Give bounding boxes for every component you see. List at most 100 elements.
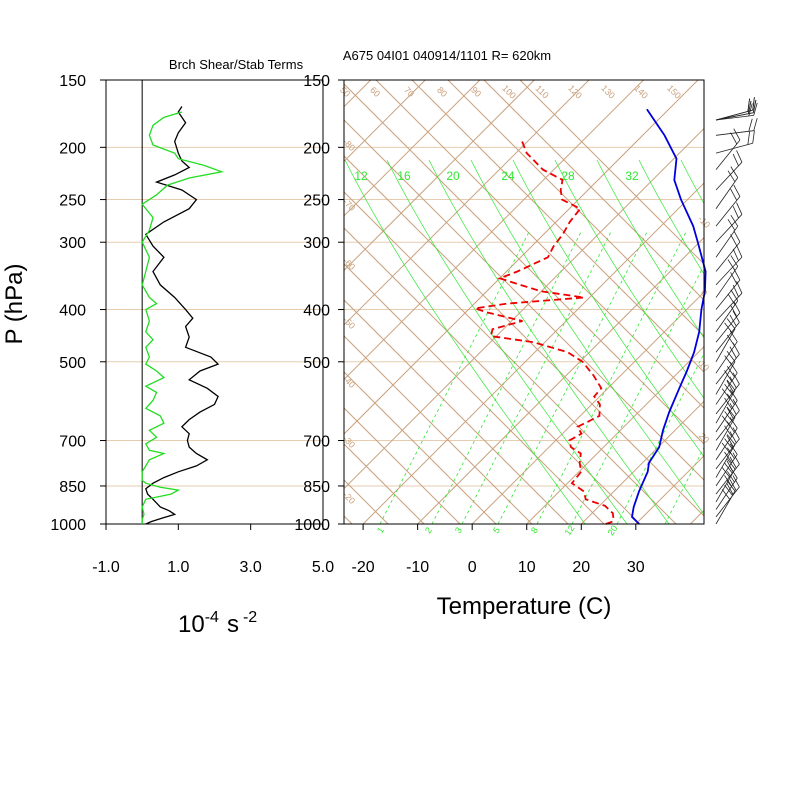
barb-staff bbox=[715, 353, 740, 385]
skewt-title: A675 04I01 040914/1101 R= 620km bbox=[343, 48, 551, 63]
wind-barb bbox=[715, 202, 743, 243]
adiabat-label: 120 bbox=[566, 83, 584, 101]
skewt-panel: 50 60 70 80 90 100 110 120 130 140 150-80-70-60-50… bbox=[294, 48, 712, 620]
barb-staff bbox=[715, 438, 740, 470]
shear-stability-panel: 150 200 250 300 400 500 700 850 1000 -1.0 1.0 3.0 5.… bbox=[1, 57, 334, 638]
barb-feather bbox=[730, 132, 738, 145]
dry-adiabat-line bbox=[344, 191, 677, 524]
adiabat-label: 110 bbox=[534, 83, 551, 100]
barb-staff bbox=[715, 292, 743, 322]
barb-feather bbox=[729, 330, 738, 342]
wind-barbs bbox=[715, 97, 758, 525]
y-tick-label-right: 300 bbox=[303, 235, 330, 252]
dry-adiabat-line bbox=[375, 80, 704, 409]
barb-feather bbox=[732, 452, 740, 465]
mixing-ratio-line bbox=[571, 264, 704, 524]
mixing-ratio-line bbox=[664, 446, 704, 524]
wind-barb bbox=[715, 379, 736, 424]
x-tick-label-right: 0 bbox=[468, 559, 477, 576]
skew-plot-area bbox=[344, 80, 704, 524]
barb-staff bbox=[715, 468, 736, 503]
barb-feather bbox=[724, 384, 733, 395]
isotherm-line bbox=[362, 182, 704, 524]
dry-adiabat-line bbox=[344, 263, 605, 524]
x-tick-label-right: 10 bbox=[518, 559, 536, 576]
adiabat-label: 90 bbox=[469, 85, 483, 99]
dry-adiabat-line bbox=[344, 155, 704, 517]
barb-feather bbox=[752, 99, 757, 113]
y-tick-label-right: 700 bbox=[303, 434, 330, 451]
barb-feather bbox=[733, 268, 741, 281]
barb-feather bbox=[733, 230, 741, 243]
barb-feather bbox=[747, 131, 750, 145]
x-tick-label-left: 3.0 bbox=[240, 559, 262, 576]
x-tick-label-right: -20 bbox=[352, 559, 375, 576]
adiabat-label: 60 bbox=[368, 85, 382, 99]
barb-feather bbox=[733, 128, 741, 141]
y-tick-label-left: 400 bbox=[59, 303, 86, 320]
isotherm-line bbox=[690, 509, 704, 524]
barb-staff bbox=[715, 428, 738, 460]
barb-feather bbox=[732, 206, 739, 219]
mixing-ratio-label: 5 bbox=[491, 525, 502, 535]
dry-adiabat-line bbox=[519, 80, 704, 265]
mixing-ratio-label: 2 bbox=[423, 525, 434, 535]
wind-barb bbox=[715, 166, 739, 209]
mixing-ratio-label: 1 bbox=[375, 525, 386, 535]
barb-feather bbox=[736, 245, 743, 258]
y-tick-label-right: 150 bbox=[303, 73, 330, 90]
barb-staff bbox=[715, 328, 736, 362]
wind-barb bbox=[715, 268, 741, 310]
y-tick-label-right: 1000 bbox=[294, 517, 330, 534]
barb-feather bbox=[730, 272, 738, 285]
barb-feather bbox=[726, 471, 735, 483]
mixing-ratio-label: 20 bbox=[606, 523, 620, 537]
barb-feather bbox=[732, 310, 740, 323]
barb-staff bbox=[715, 142, 753, 154]
wind-barb bbox=[715, 399, 740, 441]
barb-feather bbox=[732, 248, 739, 261]
y-tick-label-right: 400 bbox=[303, 303, 330, 320]
barb-feather bbox=[733, 184, 741, 197]
left-panel-title: Brch Shear/Stab Terms bbox=[169, 57, 304, 72]
wind-barb bbox=[715, 301, 741, 343]
barb-feather bbox=[726, 406, 736, 418]
y-tick-label-right: 250 bbox=[303, 193, 330, 210]
barb-feather bbox=[726, 366, 735, 378]
moist-adiabat-line bbox=[638, 159, 704, 275]
barb-staff bbox=[715, 266, 739, 298]
wind-barb bbox=[715, 318, 736, 362]
mixing-ratio-line bbox=[497, 229, 649, 524]
wind-barb bbox=[715, 289, 739, 333]
wind-barb bbox=[715, 475, 740, 518]
barb-staff bbox=[715, 463, 740, 495]
theta-e-label: 20 bbox=[446, 169, 460, 183]
barb-feather bbox=[748, 118, 753, 132]
adiabat-label: 140 bbox=[632, 83, 650, 101]
barb-staff bbox=[715, 300, 739, 333]
barb-feather bbox=[729, 479, 737, 492]
moist-adiabat-line bbox=[386, 159, 628, 524]
moist-adiabat-line bbox=[344, 159, 586, 524]
wind-barb bbox=[715, 99, 757, 121]
barb-feather bbox=[726, 393, 735, 405]
isotherm-label: -60 bbox=[341, 256, 357, 272]
barb-staff bbox=[715, 214, 743, 243]
y-tick-label-left: 200 bbox=[59, 140, 86, 157]
barb-staff bbox=[715, 477, 738, 510]
stability-term-line bbox=[141, 111, 225, 524]
mixing-ratio-line bbox=[536, 229, 688, 524]
x-axis-label-part: 10 bbox=[178, 611, 205, 638]
theta-e-label: 16 bbox=[397, 169, 411, 183]
y-tick-label-right: 500 bbox=[303, 355, 330, 372]
isotherm-line bbox=[344, 80, 481, 217]
mixing-ratio-line bbox=[616, 352, 704, 524]
barb-feather bbox=[747, 98, 750, 112]
barb-feather bbox=[732, 342, 740, 355]
adiabat-label: 100 bbox=[500, 83, 518, 101]
barb-feather bbox=[726, 435, 734, 447]
x-axis-label-part: -2 bbox=[243, 609, 257, 626]
isotherm-line bbox=[580, 400, 704, 524]
x-tick-label-left: -1.0 bbox=[92, 559, 120, 576]
barb-feather bbox=[753, 102, 758, 116]
